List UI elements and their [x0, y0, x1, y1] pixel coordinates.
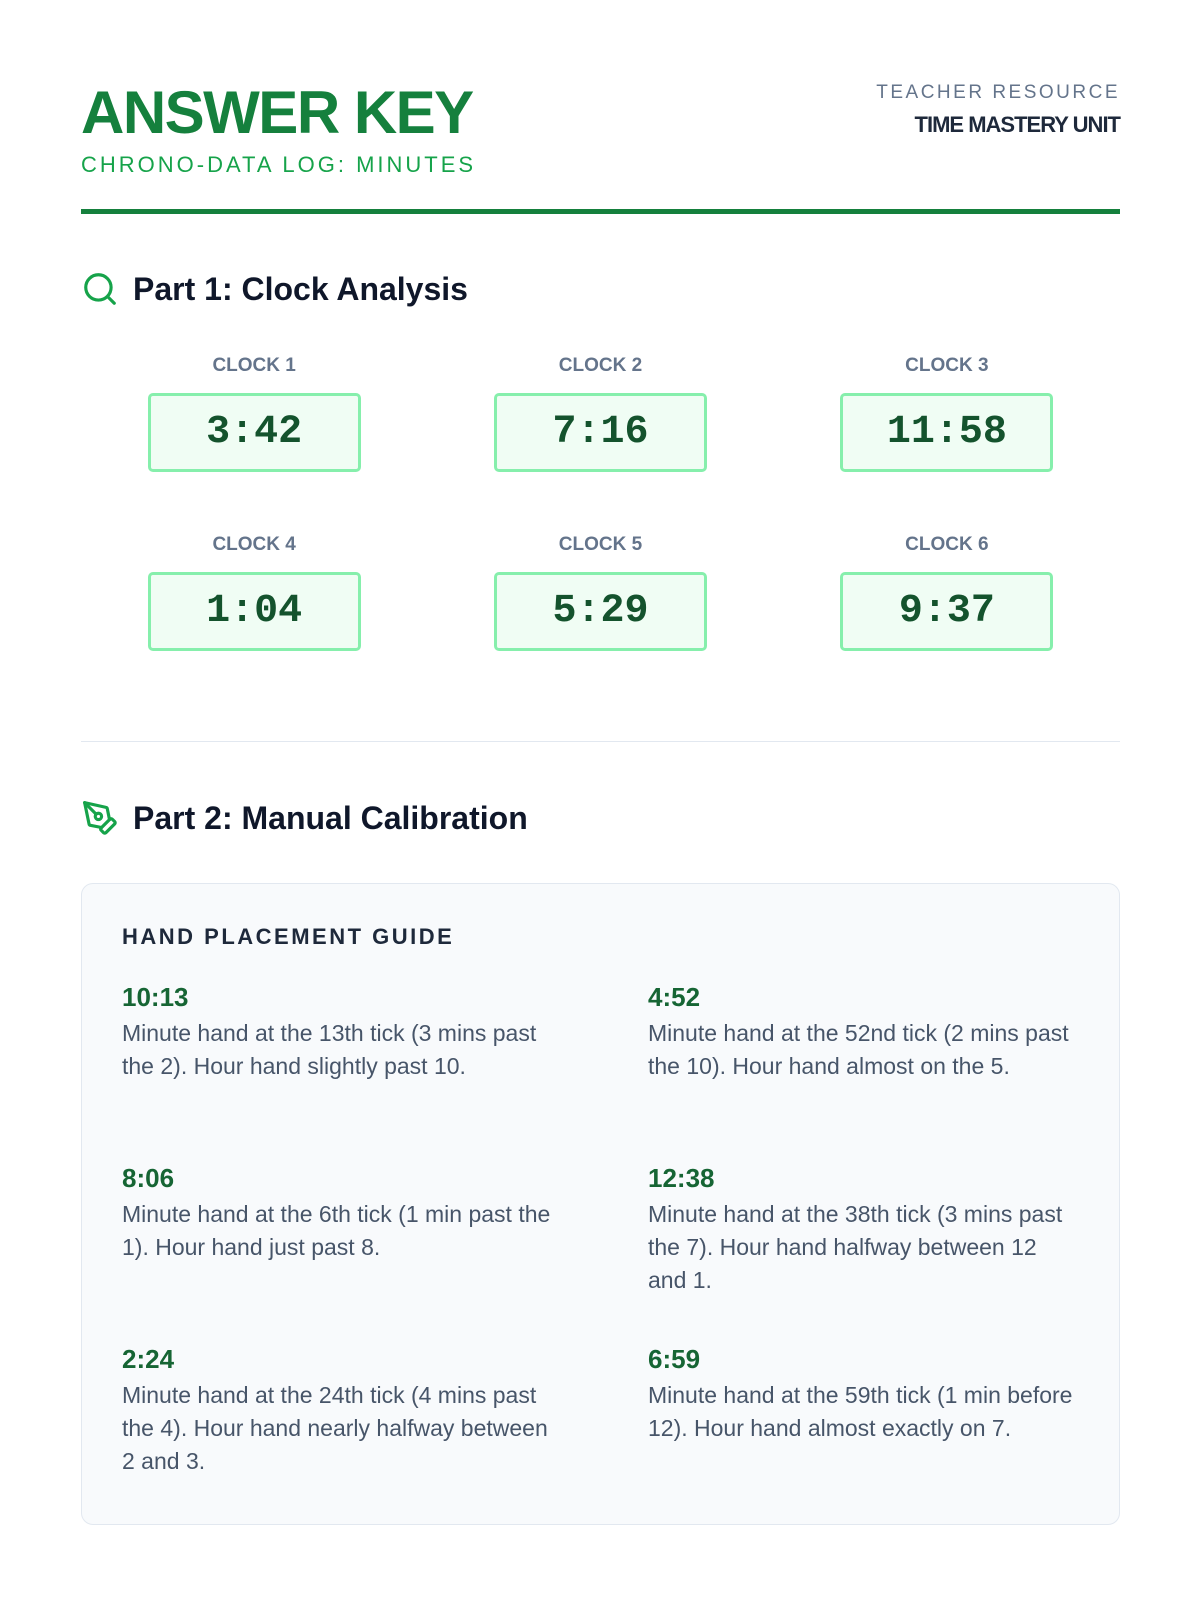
entry-time: 8:06 [122, 1163, 175, 1193]
guide-entry: 4:52 Minute hand at the 52nd tick (2 mins… [648, 982, 1079, 1163]
page-title: ANSWER KEY [81, 79, 474, 146]
clock-answer: 7:16 [493, 393, 707, 472]
clock-item: CLOCK 6 9:37 [774, 534, 1120, 651]
clock-label: CLOCK 5 [558, 534, 643, 555]
guide-entry: 10:13 Minute hand at the 13th tick (3 min… [122, 982, 553, 1163]
part2-heading: Part 2: Manual Calibration [81, 799, 528, 837]
clock-item: CLOCK 5 5:29 [427, 534, 773, 651]
clock-label: CLOCK 2 [558, 355, 643, 376]
clock-answer: 9:37 [840, 572, 1054, 651]
header-meta: TEACHER RESOURCE TIME MASTERY UNIT [876, 82, 1121, 138]
resource-label: TEACHER RESOURCE [876, 82, 1120, 103]
entry-text: Minute hand at the 13th tick (3 mins pas… [122, 1020, 537, 1079]
entry-time: 6:59 [648, 1344, 701, 1374]
clock-label: CLOCK 6 [905, 534, 989, 555]
clock-answer: 5:29 [493, 572, 707, 651]
part2-heading-text: Part 2: Manual Calibration [133, 799, 528, 836]
clock-label: CLOCK 3 [905, 355, 989, 376]
clock-answer: 3:42 [147, 393, 361, 472]
pen-tool-icon [83, 801, 117, 835]
entry-text: Minute hand at the 24th tick (4 mins pas… [122, 1382, 548, 1474]
part1-heading-text: Part 1: Clock Analysis [133, 270, 468, 307]
entry-time: 10:13 [122, 982, 189, 1012]
guide-entry: 2:24 Minute hand at the 24th tick (4 mins… [122, 1344, 553, 1525]
clock-answer: 1:04 [147, 572, 361, 651]
entry-text: Minute hand at the 59th tick (1 min befo… [648, 1382, 1073, 1441]
entry-time: 12:38 [648, 1163, 715, 1193]
guide-entry: 8:06 Minute hand at the 6th tick (1 min p… [122, 1163, 553, 1344]
clock-answer: 11:58 [840, 393, 1054, 472]
guide-entry: 6:59 Minute hand at the 59th tick (1 min … [648, 1344, 1079, 1525]
header: ANSWER KEY CHRONO-DATA LOG: MINUTES TEAC… [81, 78, 1121, 214]
section-divider [81, 741, 1120, 742]
clock-label: CLOCK 4 [212, 534, 296, 555]
clock-item: CLOCK 4 1:04 [81, 534, 427, 651]
clock-item: CLOCK 1 3:42 [81, 355, 427, 472]
guide-title: HAND PLACEMENT GUIDE [122, 924, 455, 949]
entry-text: Minute hand at the 38th tick (3 mins pas… [648, 1201, 1063, 1293]
clock-grid: CLOCK 1 3:42 CLOCK 2 7:16 CLOCK 3 11:58 CLO… [81, 355, 1120, 651]
entry-text: Minute hand at the 6th tick (1 min past … [122, 1201, 551, 1260]
part1-heading: Part 1: Clock Analysis [81, 270, 468, 308]
entry-time: 4:52 [648, 982, 701, 1012]
clock-item: CLOCK 2 7:16 [427, 355, 773, 472]
hand-placement-guide: HAND PLACEMENT GUIDE 10:13 Minute hand at… [81, 883, 1120, 1525]
clock-label: CLOCK 1 [212, 355, 296, 376]
entry-text: Minute hand at the 52nd tick (2 mins pas… [648, 1020, 1069, 1079]
clock-item: CLOCK 3 11:58 [774, 355, 1120, 472]
guide-entry: 12:38 Minute hand at the 38th tick (3 min… [648, 1163, 1079, 1344]
search-icon [84, 273, 116, 305]
unit-label: TIME MASTERY UNIT [914, 112, 1121, 137]
guide-entries: 10:13 Minute hand at the 13th tick (3 min… [122, 982, 1079, 1525]
entry-time: 2:24 [122, 1344, 175, 1374]
page-subtitle: CHRONO-DATA LOG: MINUTES [81, 152, 477, 177]
